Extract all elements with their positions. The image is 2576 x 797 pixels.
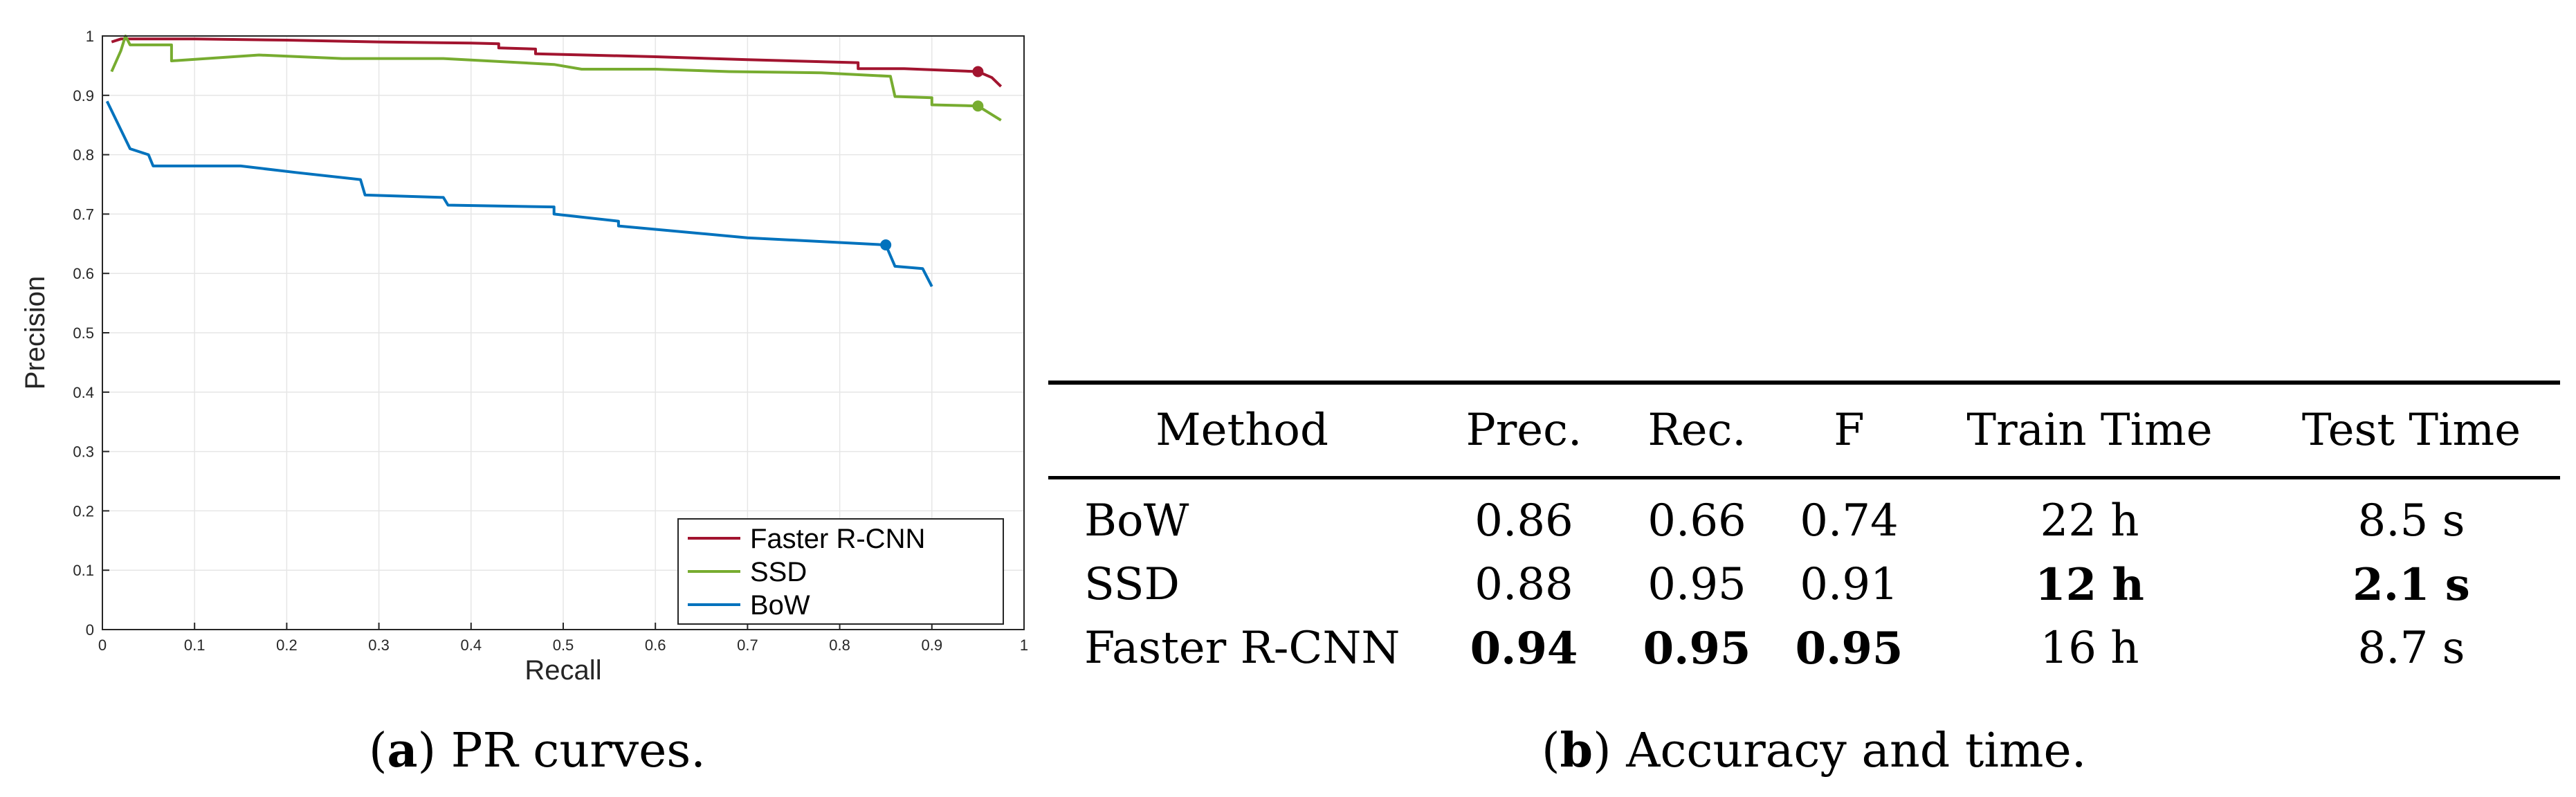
header-prec: Prec.	[1465, 405, 1582, 456]
x-tick-label: 0.3	[368, 636, 390, 654]
header-train-time: Train Time	[1966, 405, 2213, 456]
accuracy-time-table: Method Prec. Rec. F Train Time Test Time…	[1048, 381, 2560, 680]
y-tick-label: 0.5	[73, 324, 94, 342]
header-rec: Rec.	[1647, 405, 1746, 456]
cell-prec: 0.86	[1474, 495, 1573, 547]
y-tick-label: 0.1	[73, 562, 94, 579]
table-row: Faster R-CNN 0.94 0.95 0.95 16 h 8.7 s	[1048, 616, 2560, 680]
y-tick-label: 0.4	[73, 384, 94, 401]
table-row: BoW 0.86 0.66 0.74 22 h 8.5 s	[1048, 478, 2560, 553]
x-tick-label: 0.7	[737, 636, 758, 654]
cell-train-time: 22 h	[2040, 495, 2139, 547]
cell-test-time: 8.7 s	[2357, 623, 2465, 674]
cell-prec: 0.94	[1470, 622, 1578, 675]
legend-label: Faster R-CNN	[750, 524, 925, 554]
cell-f: 0.95	[1795, 622, 1903, 675]
caption-b-label: b	[1560, 723, 1593, 778]
series-layer	[105, 35, 1003, 288]
series-line	[111, 37, 1003, 88]
y-tick-label: 0.2	[73, 502, 94, 520]
x-tick-label: 0.9	[922, 636, 943, 654]
cell-test-time: 2.1 s	[2353, 558, 2470, 611]
series-line	[105, 100, 933, 288]
table-row: SSD 0.88 0.95 0.91 12 h 2.1 s	[1048, 553, 2560, 616]
cell-train-time: 12 h	[2035, 558, 2144, 611]
caption-b: (b) Accuracy and time.	[1542, 723, 2087, 778]
y-tick-label: 0.9	[73, 87, 94, 104]
y-tick-label: 0.7	[73, 205, 94, 223]
y-tick-label: 1	[86, 28, 94, 45]
x-tick-label: 0.5	[553, 636, 574, 654]
pr-curve-panel: 0 0.1 0.2 0.3 0.4 0.5 0.6 0.7 0.8 0.9 1 0 0.1 0.2 0.3 0…	[0, 0, 1038, 692]
x-tick-label: 0.2	[276, 636, 298, 654]
accuracy-time-table-panel: Method Prec. Rec. F Train Time Test Time…	[1048, 381, 2560, 680]
cell-prec: 0.88	[1474, 559, 1573, 610]
pr-curve-chart: 0 0.1 0.2 0.3 0.4 0.5 0.6 0.7 0.8 0.9 1 0 0.1 0.2 0.3 0…	[20, 28, 1028, 686]
series-marker	[880, 239, 892, 251]
header-method: Method	[1155, 405, 1328, 456]
series-line	[110, 35, 1002, 122]
series-marker	[972, 100, 984, 112]
x-tick-label: 1	[1020, 636, 1028, 654]
legend-label: SSD	[750, 557, 807, 587]
y-axis-title: Precision	[20, 276, 51, 390]
header-f: F	[1834, 405, 1865, 456]
cell-rec: 0.66	[1647, 495, 1746, 547]
x-tick-label: 0.1	[184, 636, 205, 654]
cell-method: Faster R-CNN	[1084, 623, 1400, 674]
cell-train-time: 16 h	[2040, 623, 2139, 674]
caption-b-text: Accuracy and time.	[1611, 724, 2087, 778]
x-tick-label: 0.8	[829, 636, 850, 654]
cell-f: 0.74	[1800, 495, 1899, 547]
x-tick-label: 0.6	[645, 636, 666, 654]
series-marker	[972, 66, 984, 77]
table-header-row: Method Prec. Rec. F Train Time Test Time	[1048, 383, 2560, 478]
cell-test-time: 8.5 s	[2357, 495, 2465, 547]
tick-layer: 0 0.1 0.2 0.3 0.4 0.5 0.6 0.7 0.8 0.9 1 0 0.1 0.2 0.3 0…	[73, 28, 1028, 654]
cell-method: SSD	[1084, 559, 1180, 610]
cell-rec: 0.95	[1643, 622, 1751, 675]
y-tick-label: 0.3	[73, 443, 94, 461]
header-test-time: Test Time	[2301, 405, 2521, 456]
y-tick-label: 0.6	[73, 265, 94, 282]
x-axis-title: Recall	[524, 655, 601, 686]
caption-a-text: PR curves.	[436, 724, 706, 778]
x-tick-label: 0	[98, 636, 107, 654]
y-tick-label: 0	[86, 621, 94, 639]
x-tick-label: 0.4	[461, 636, 482, 654]
y-tick-label: 0.8	[73, 147, 94, 164]
cell-method: BoW	[1084, 495, 1189, 547]
cell-f: 0.91	[1800, 559, 1899, 610]
cell-rec: 0.95	[1647, 559, 1746, 610]
caption-a-label: a	[387, 723, 418, 778]
caption-a: (a) PR curves.	[369, 723, 706, 778]
legend-label: BoW	[750, 590, 810, 621]
